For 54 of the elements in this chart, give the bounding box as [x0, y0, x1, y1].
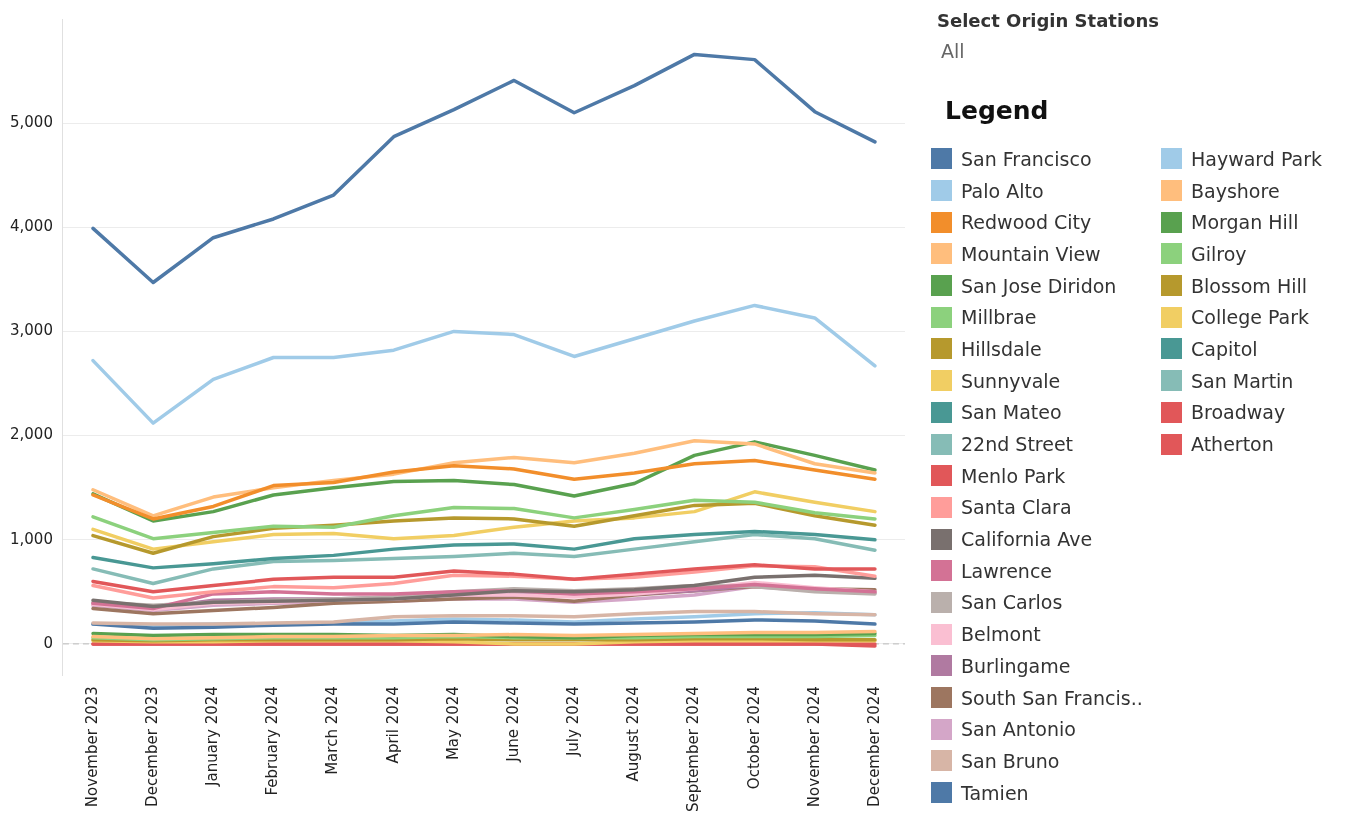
legend-label: Gilroy [1191, 242, 1247, 265]
x-tick-label: April 2024 [383, 686, 402, 764]
legend-label: Belmont [961, 623, 1041, 646]
legend-label: College Park [1191, 306, 1309, 329]
x-tick-label: October 2024 [744, 686, 763, 790]
y-tick-label: 2,000 [9, 425, 53, 444]
legend-label: Burlingame [961, 654, 1071, 677]
legend-label: California Ave [961, 528, 1093, 551]
legend-label: Hayward Park [1191, 147, 1322, 170]
x-tick-label: February 2024 [263, 686, 282, 796]
x-tick-label: July 2024 [564, 686, 583, 758]
legend-label: Atherton [1191, 433, 1274, 456]
legend-label: Mountain View [961, 242, 1101, 265]
x-tick-label: November 2023 [82, 686, 101, 808]
legend-label: Redwood City [961, 211, 1092, 234]
legend-label: Broadway [1191, 401, 1286, 424]
legend-label: Blossom Hill [1191, 274, 1308, 297]
legend-label: San Mateo [961, 401, 1062, 424]
legend-label: Tamien [961, 781, 1029, 804]
legend-label: 22nd Street [961, 433, 1074, 456]
x-tick-label: September 2024 [684, 686, 703, 813]
legend-label: Morgan Hill [1191, 211, 1299, 234]
legend-label: Menlo Park [961, 464, 1066, 487]
y-tick-label: 1,000 [9, 529, 53, 548]
legend-label: Palo Alto [961, 179, 1044, 202]
legend-label: Lawrence [961, 559, 1053, 582]
legend-label: South San Francis.. [961, 686, 1143, 709]
y-tick-label: 0 [43, 633, 53, 652]
legend-label: San Jose Diridon [961, 274, 1117, 297]
y-tick-label: 5,000 [9, 113, 53, 132]
x-tick-label: December 2024 [864, 686, 883, 807]
legend-label: Capitol [1191, 337, 1258, 360]
x-tick-label: January 2024 [203, 686, 222, 787]
y-tick-label: 3,000 [9, 321, 53, 340]
legend-label: San Francisco [961, 147, 1092, 170]
x-tick-label: November 2024 [804, 686, 823, 808]
legend-title: Legend [945, 96, 1050, 125]
x-tick-label: June 2024 [503, 686, 522, 763]
x-tick-label: March 2024 [323, 686, 342, 775]
legend-label: Santa Clara [961, 496, 1072, 519]
text: All [941, 40, 965, 62]
y-tick-label: 4,000 [9, 217, 53, 236]
legend-label: San Bruno [961, 749, 1060, 772]
legend-label: San Martin [1191, 369, 1294, 392]
x-tick-label: August 2024 [624, 686, 643, 782]
legend-label: San Carlos [961, 591, 1063, 614]
x-tick-label: December 2023 [143, 686, 162, 807]
legend-label: Millbrae [961, 306, 1037, 329]
legend-label: Hillsdale [961, 337, 1042, 360]
legend-label: Bayshore [1191, 179, 1280, 202]
x-tick-label: May 2024 [443, 686, 462, 761]
text: Select Origin Stations [937, 10, 1159, 31]
legend-label: San Antonio [961, 718, 1076, 741]
legend-label: Sunnyvale [961, 369, 1061, 392]
